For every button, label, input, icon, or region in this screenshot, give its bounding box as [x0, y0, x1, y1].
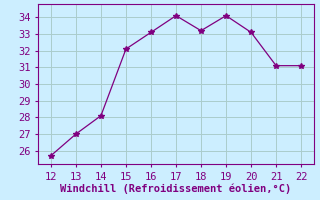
X-axis label: Windchill (Refroidissement éolien,°C): Windchill (Refroidissement éolien,°C): [60, 183, 292, 194]
